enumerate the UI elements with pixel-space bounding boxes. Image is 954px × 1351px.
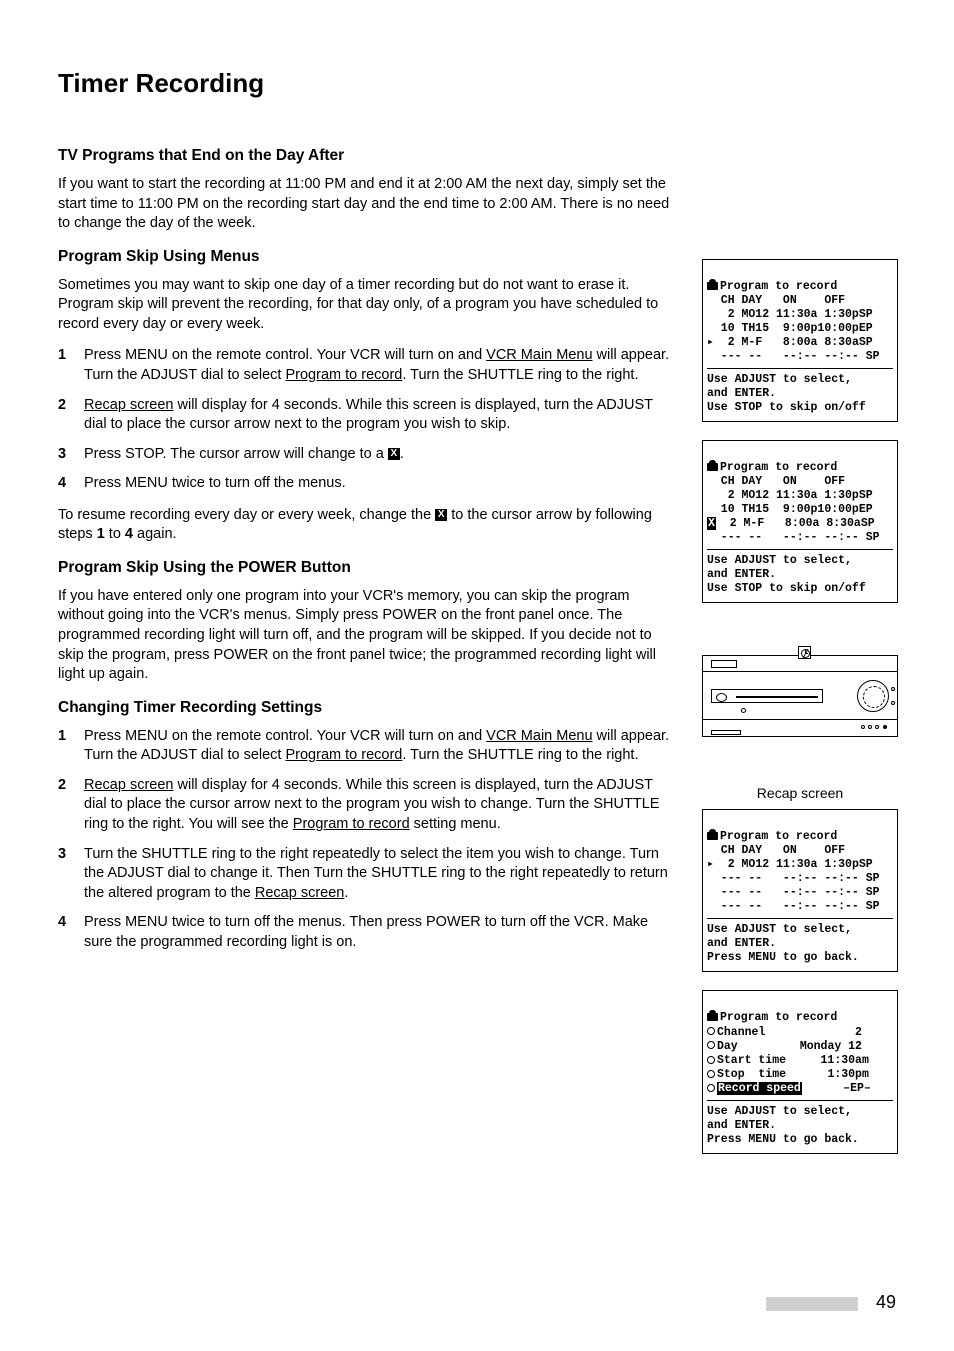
step-skip-4: 4 Press MENU twice to turn off the menus… [58, 474, 678, 494]
para-skip-power: If you have entered only one program int… [58, 587, 678, 685]
vcr-front-panel-illustration [702, 655, 898, 737]
osd-program-to-record-settings: Program to record Channel 2 Day Monday 1… [702, 990, 898, 1153]
jog-dial-icon [857, 680, 889, 712]
osd-recap-1: Program to record CH DAY ON OFF 2 MO12 1… [702, 259, 898, 422]
recap-caption: Recap screen [702, 785, 898, 801]
osd-recap-2: Program to record CH DAY ON OFF 2 MO12 1… [702, 440, 898, 603]
heading-tv-programs-end-day-after: TV Programs that End on the Day After [58, 147, 678, 165]
page-title: Timer Recording [58, 68, 896, 99]
step-change-4: 4 Press MENU twice to turn off the menus… [58, 913, 678, 952]
heading-program-skip-power: Program Skip Using the POWER Button [58, 559, 678, 577]
main-content: TV Programs that End on the Day After If… [58, 133, 678, 1172]
footer-bar [766, 1297, 858, 1311]
sidebar-illustrations: Program to record CH DAY ON OFF 2 MO12 1… [702, 133, 898, 1172]
step-change-2: 2 Recap screen will display for 4 second… [58, 776, 678, 835]
step-skip-3: 3 Press STOP. The cursor arrow will chan… [58, 445, 678, 465]
para-tv-programs: If you want to start the recording at 11… [58, 175, 678, 234]
camera-icon [707, 463, 718, 471]
steps-changing-timer: 1 Press MENU on the remote control. Your… [58, 727, 678, 953]
osd-recap-3: Program to record CH DAY ON OFF ▸ 2 MO12… [702, 809, 898, 972]
heading-changing-timer: Changing Timer Recording Settings [58, 699, 678, 717]
camera-icon [707, 282, 718, 290]
step-skip-1: 1 Press MENU on the remote control. Your… [58, 346, 678, 385]
clock-icon [798, 646, 811, 659]
steps-program-skip: 1 Press MENU on the remote control. Your… [58, 346, 678, 493]
camera-icon [707, 832, 718, 840]
x-icon: X [435, 509, 447, 521]
step-change-1: 1 Press MENU on the remote control. Your… [58, 727, 678, 766]
x-icon: X [388, 448, 400, 460]
camera-icon [707, 1013, 718, 1021]
record-speed-selected: Record speed [717, 1082, 802, 1095]
para-skip-intro: Sometimes you may want to skip one day o… [58, 276, 678, 335]
heading-program-skip-menus: Program Skip Using Menus [58, 248, 678, 266]
x-marker: X [707, 517, 716, 530]
step-change-3: 3 Turn the SHUTTLE ring to the right rep… [58, 845, 678, 904]
step-skip-2: 2 Recap screen will display for 4 second… [58, 396, 678, 435]
para-resume: To resume recording every day or every w… [58, 506, 678, 545]
page-number: 49 [876, 1292, 896, 1313]
